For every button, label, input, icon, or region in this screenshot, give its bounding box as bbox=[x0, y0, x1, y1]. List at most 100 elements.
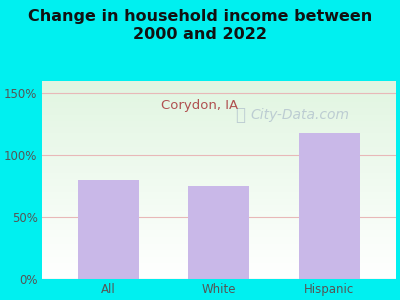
Bar bbox=[42, 143, 396, 144]
Bar bbox=[42, 150, 396, 151]
Bar bbox=[42, 228, 396, 229]
Bar bbox=[42, 180, 396, 181]
Bar bbox=[42, 151, 396, 152]
Bar bbox=[42, 156, 396, 157]
Bar bbox=[42, 226, 396, 227]
Bar bbox=[42, 128, 396, 129]
Bar bbox=[42, 202, 396, 204]
Bar bbox=[42, 271, 396, 272]
Bar bbox=[42, 162, 396, 163]
Bar bbox=[42, 274, 396, 275]
Bar bbox=[42, 272, 396, 273]
Bar bbox=[42, 233, 396, 234]
Bar bbox=[42, 82, 396, 83]
Bar bbox=[42, 267, 396, 268]
Bar bbox=[42, 202, 396, 203]
Bar bbox=[42, 114, 396, 115]
Text: ⦾: ⦾ bbox=[235, 106, 245, 124]
Bar bbox=[42, 220, 396, 221]
Bar bbox=[42, 87, 396, 88]
Bar bbox=[42, 89, 396, 90]
Bar bbox=[42, 145, 396, 146]
Bar bbox=[42, 155, 396, 156]
Bar bbox=[42, 137, 396, 138]
Bar bbox=[42, 214, 396, 215]
Bar bbox=[42, 81, 396, 82]
Bar bbox=[42, 101, 396, 102]
Bar bbox=[42, 118, 396, 120]
Bar bbox=[42, 115, 396, 116]
Bar bbox=[42, 256, 396, 257]
Bar bbox=[42, 177, 396, 178]
Bar bbox=[42, 278, 396, 279]
Bar bbox=[42, 174, 396, 175]
Bar bbox=[42, 173, 396, 174]
Bar bbox=[42, 157, 396, 158]
Bar bbox=[42, 255, 396, 256]
Bar bbox=[42, 164, 396, 165]
Bar bbox=[42, 235, 396, 236]
Bar bbox=[42, 253, 396, 254]
Bar bbox=[42, 275, 396, 276]
Bar bbox=[42, 171, 396, 172]
Bar bbox=[42, 261, 396, 262]
Bar bbox=[42, 98, 396, 99]
Bar bbox=[78, 180, 138, 279]
Bar bbox=[42, 100, 396, 101]
Bar bbox=[42, 165, 396, 166]
Bar bbox=[42, 218, 396, 219]
Bar bbox=[42, 105, 396, 106]
Bar bbox=[42, 92, 396, 93]
Bar bbox=[42, 244, 396, 245]
Bar bbox=[42, 168, 396, 169]
Bar bbox=[42, 170, 396, 171]
Bar bbox=[42, 205, 396, 206]
Bar bbox=[42, 254, 396, 255]
Bar bbox=[42, 189, 396, 190]
Bar bbox=[42, 147, 396, 148]
Bar bbox=[42, 200, 396, 201]
Bar bbox=[42, 141, 396, 142]
Bar bbox=[42, 260, 396, 261]
Bar bbox=[42, 204, 396, 205]
Bar bbox=[42, 159, 396, 160]
Bar bbox=[42, 146, 396, 147]
Bar bbox=[42, 187, 396, 188]
Bar bbox=[42, 120, 396, 121]
Bar bbox=[42, 122, 396, 124]
Bar bbox=[42, 93, 396, 94]
Bar bbox=[42, 201, 396, 202]
Bar bbox=[42, 85, 396, 86]
Bar bbox=[42, 198, 396, 199]
Bar bbox=[42, 249, 396, 250]
Bar bbox=[42, 227, 396, 228]
Text: Change in household income between
2000 and 2022: Change in household income between 2000 … bbox=[28, 9, 372, 42]
Bar bbox=[42, 208, 396, 209]
Bar bbox=[42, 238, 396, 239]
Bar bbox=[42, 142, 396, 143]
Bar bbox=[42, 107, 396, 108]
Bar bbox=[42, 243, 396, 244]
Text: City-Data.com: City-Data.com bbox=[251, 108, 350, 122]
Bar bbox=[42, 129, 396, 130]
Bar bbox=[42, 225, 396, 226]
Bar bbox=[42, 186, 396, 187]
Bar bbox=[42, 277, 396, 278]
Bar bbox=[42, 181, 396, 182]
Bar bbox=[42, 144, 396, 145]
Bar bbox=[42, 247, 396, 248]
Bar bbox=[42, 216, 396, 217]
Bar bbox=[42, 91, 396, 92]
Bar bbox=[42, 250, 396, 251]
Bar bbox=[42, 224, 396, 225]
Bar bbox=[42, 118, 396, 119]
Bar bbox=[42, 153, 396, 154]
Bar bbox=[42, 248, 396, 249]
Bar bbox=[42, 269, 396, 270]
Bar bbox=[42, 192, 396, 193]
Bar bbox=[42, 190, 396, 191]
Bar bbox=[42, 194, 396, 195]
Bar bbox=[42, 132, 396, 134]
Bar bbox=[42, 215, 396, 216]
Bar bbox=[42, 191, 396, 192]
